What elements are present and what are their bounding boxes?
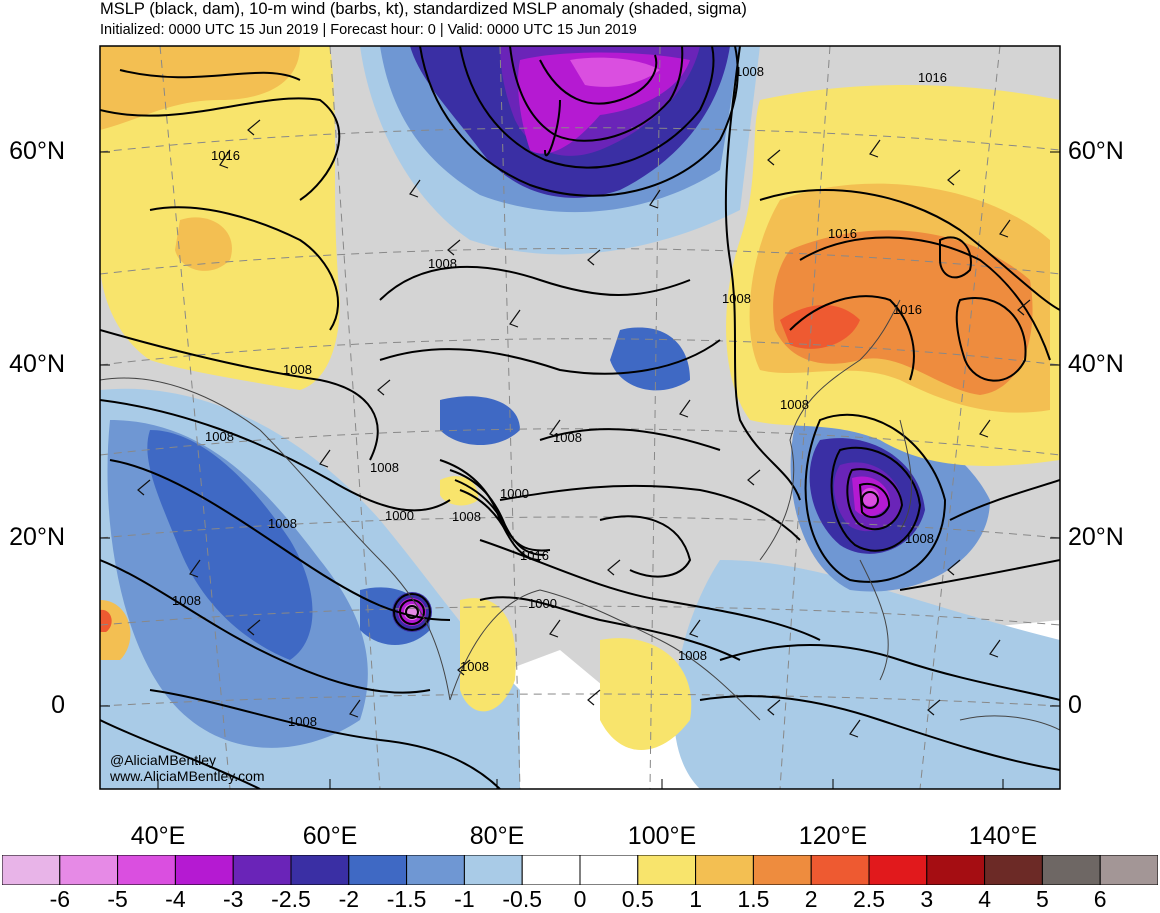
colorbar-swatch	[59, 855, 119, 885]
colorbar-swatch	[232, 855, 292, 885]
colorbar-swatch	[695, 855, 754, 885]
isobar-label: 1000	[500, 486, 529, 501]
colorbar-tick-label: 0	[573, 886, 587, 912]
colorbar-swatch	[117, 855, 176, 885]
lon-label-80e: 80°E	[469, 822, 525, 850]
lon-label-100e: 100°E	[627, 822, 697, 850]
colorbar-tick-label: -2	[338, 886, 360, 912]
colorbar-tick-label: -3	[222, 886, 244, 912]
colorbar-swatch	[463, 855, 523, 885]
colorbar-tick-label: 2.5	[853, 886, 885, 912]
isobar-label: 1016	[893, 302, 922, 317]
colorbar-tick-label: 5	[1035, 886, 1049, 912]
isobar-label: 1000	[385, 508, 414, 523]
isobars	[100, 46, 1060, 789]
colorbar-swatch	[290, 855, 350, 885]
colorbar-tick-label: -6	[49, 886, 71, 912]
colorbar-swatch	[348, 855, 408, 885]
colorbar-swatch	[1099, 855, 1158, 885]
coastlines	[100, 299, 1060, 731]
colorbar-tick-label: 6	[1093, 886, 1107, 912]
colorbar-tick-label: 4	[978, 886, 991, 912]
colorbar-tick-label: 1.5	[737, 886, 770, 912]
colorbar-tick-label: -1.5	[386, 886, 427, 912]
colorbar	[2, 855, 1158, 885]
credit-handle: @AliciaMBentley	[110, 752, 217, 768]
colorbar-tick-label: 0.5	[621, 886, 654, 912]
isobar-label: 1008	[288, 714, 317, 729]
map-subtitle: Initialized: 0000 UTC 15 Jun 2019 | Fore…	[100, 22, 637, 38]
colorbar-swatch	[2, 855, 61, 885]
colorbar-tick-label: -2.5	[271, 886, 311, 912]
colorbar-tick-label: -0.5	[502, 886, 543, 912]
colorbar-swatch	[926, 855, 986, 885]
isobar-label: 1000	[528, 596, 557, 611]
colorbar-swatch	[521, 855, 581, 885]
lon-label-120e: 120°E	[798, 822, 868, 850]
colorbar-swatch	[637, 855, 697, 885]
colorbar-tick-label: 1	[689, 886, 702, 912]
colorbar-swatch	[752, 855, 812, 885]
lat-label-40n-left: 40°N	[9, 350, 65, 378]
isobar-label: 1008	[452, 509, 481, 524]
lat-label-60n-left: 60°N	[9, 137, 65, 165]
credit-website: www.AliciaMBentley.com	[110, 768, 265, 784]
lon-label-40e: 40°E	[130, 822, 186, 850]
colorbar-swatch	[810, 855, 870, 885]
colorbar-tick-label: 2	[804, 886, 818, 912]
lat-label-40n-right: 40°N	[1068, 350, 1124, 378]
isobar-label: 1008	[370, 460, 399, 475]
colorbar-swatch	[174, 855, 234, 885]
isobar-label: 1008	[678, 648, 707, 663]
isobar-label: 1016	[918, 70, 947, 85]
isobar-label: 1008	[205, 429, 234, 444]
isobar-label: 1016	[520, 548, 549, 563]
colorbar-tick-label: -5	[107, 886, 128, 912]
lat-label-60n-right: 60°N	[1068, 137, 1124, 165]
isobar-label: 1008	[735, 64, 764, 79]
lat-label-0-right: 0	[1068, 691, 1082, 719]
map-canvas	[100, 46, 1060, 789]
lon-label-60e: 60°E	[302, 822, 358, 850]
lon-label-140e: 140°E	[968, 822, 1038, 850]
colorbar-swatch	[406, 855, 465, 885]
isobar-label: 1008	[780, 397, 809, 412]
graticule	[100, 46, 1060, 789]
wind-barbs	[137, 119, 1031, 738]
map-title: MSLP (black, dam), 10-m wind (barbs, kt)…	[100, 0, 747, 18]
colorbar-swatch	[984, 855, 1043, 885]
colorbar-tick-label: -1	[454, 886, 475, 912]
isobar-label: 1008	[553, 430, 582, 445]
isobar-label: 1008	[283, 362, 312, 377]
isobar-label: 1008	[268, 516, 297, 531]
isobar-label: 1008	[428, 256, 457, 271]
lat-label-20n-right: 20°N	[1068, 523, 1124, 551]
isobar-label: 1008	[460, 659, 489, 674]
isobar-label: 1008	[905, 531, 934, 546]
colorbar-tick-label: -4	[165, 886, 186, 912]
axis-ticks	[100, 151, 1060, 789]
isobar-labels: 1008 1016 1016 1008 1016 1008 1016 1008 1008 1008…	[172, 64, 947, 729]
colorbar-swatch	[579, 855, 639, 885]
isobar-label: 1016	[211, 148, 240, 163]
isobar-label: 1016	[828, 226, 857, 241]
colorbar-swatch	[1041, 855, 1101, 885]
isobar-label: 1008	[722, 291, 751, 306]
colorbar-tick-label: 3	[920, 886, 934, 912]
isobar-label: 1008	[172, 593, 201, 608]
lat-label-20n-left: 20°N	[9, 523, 65, 551]
colorbar-swatch	[868, 855, 928, 885]
lat-label-0-left: 0	[51, 691, 65, 719]
